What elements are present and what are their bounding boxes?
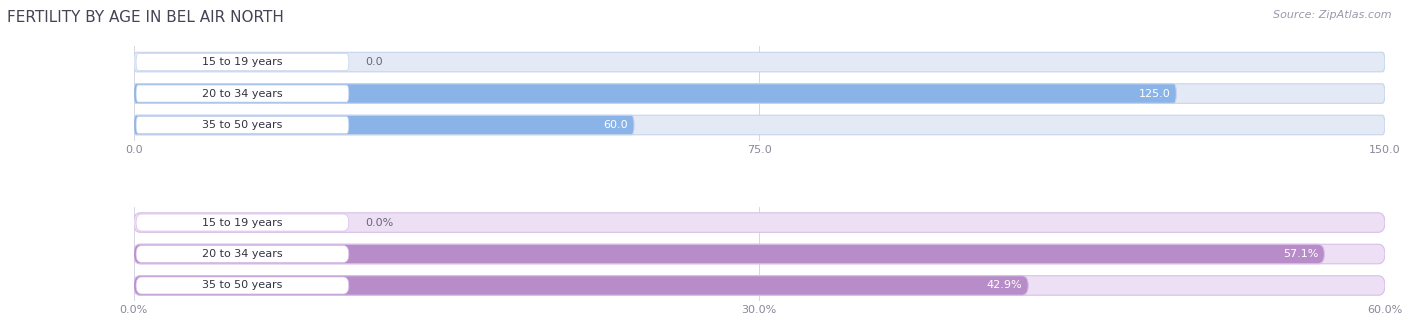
Text: Source: ZipAtlas.com: Source: ZipAtlas.com — [1274, 10, 1392, 20]
Text: 20 to 34 years: 20 to 34 years — [202, 88, 283, 99]
FancyBboxPatch shape — [134, 276, 1028, 295]
Text: 57.1%: 57.1% — [1282, 249, 1319, 259]
FancyBboxPatch shape — [134, 115, 634, 135]
FancyBboxPatch shape — [136, 246, 349, 262]
FancyBboxPatch shape — [134, 84, 1385, 103]
FancyBboxPatch shape — [136, 117, 349, 133]
FancyBboxPatch shape — [134, 115, 1385, 135]
FancyBboxPatch shape — [136, 277, 349, 294]
FancyBboxPatch shape — [134, 244, 1385, 264]
Text: 125.0: 125.0 — [1139, 88, 1170, 99]
FancyBboxPatch shape — [136, 85, 349, 102]
Text: 42.9%: 42.9% — [987, 280, 1022, 291]
FancyBboxPatch shape — [134, 244, 1324, 264]
Text: 0.0: 0.0 — [366, 57, 382, 67]
FancyBboxPatch shape — [134, 84, 1177, 103]
Text: 15 to 19 years: 15 to 19 years — [202, 57, 283, 67]
Text: 35 to 50 years: 35 to 50 years — [202, 280, 283, 291]
FancyBboxPatch shape — [136, 214, 349, 231]
Text: FERTILITY BY AGE IN BEL AIR NORTH: FERTILITY BY AGE IN BEL AIR NORTH — [7, 10, 284, 25]
Text: 60.0: 60.0 — [603, 120, 628, 130]
Text: 20 to 34 years: 20 to 34 years — [202, 249, 283, 259]
Text: 15 to 19 years: 15 to 19 years — [202, 217, 283, 227]
FancyBboxPatch shape — [134, 52, 1385, 72]
FancyBboxPatch shape — [136, 54, 349, 71]
Text: 35 to 50 years: 35 to 50 years — [202, 120, 283, 130]
FancyBboxPatch shape — [134, 213, 1385, 232]
FancyBboxPatch shape — [134, 276, 1385, 295]
Text: 0.0%: 0.0% — [366, 217, 394, 227]
